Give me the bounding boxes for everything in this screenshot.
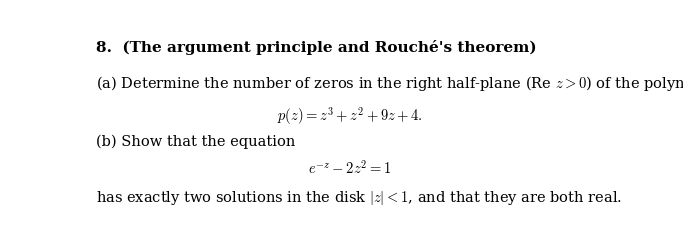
Text: $p(z) = z^3 + z^2 + 9z + 4.$: $p(z) = z^3 + z^2 + 9z + 4.$	[277, 105, 423, 127]
Text: (a) Determine the number of zeros in the right half-plane (Re $z > 0$) of the po: (a) Determine the number of zeros in the…	[96, 74, 683, 93]
Text: has exactly two solutions in the disk $|z| < 1$, and that they are both real.: has exactly two solutions in the disk $|…	[96, 188, 622, 206]
Text: (b) Show that the equation: (b) Show that the equation	[96, 134, 295, 149]
Text: $e^{-z} - 2z^2 = 1$: $e^{-z} - 2z^2 = 1$	[308, 158, 392, 176]
Text: 8.  (The argument principle and Rouché's theorem): 8. (The argument principle and Rouché's …	[96, 40, 537, 55]
